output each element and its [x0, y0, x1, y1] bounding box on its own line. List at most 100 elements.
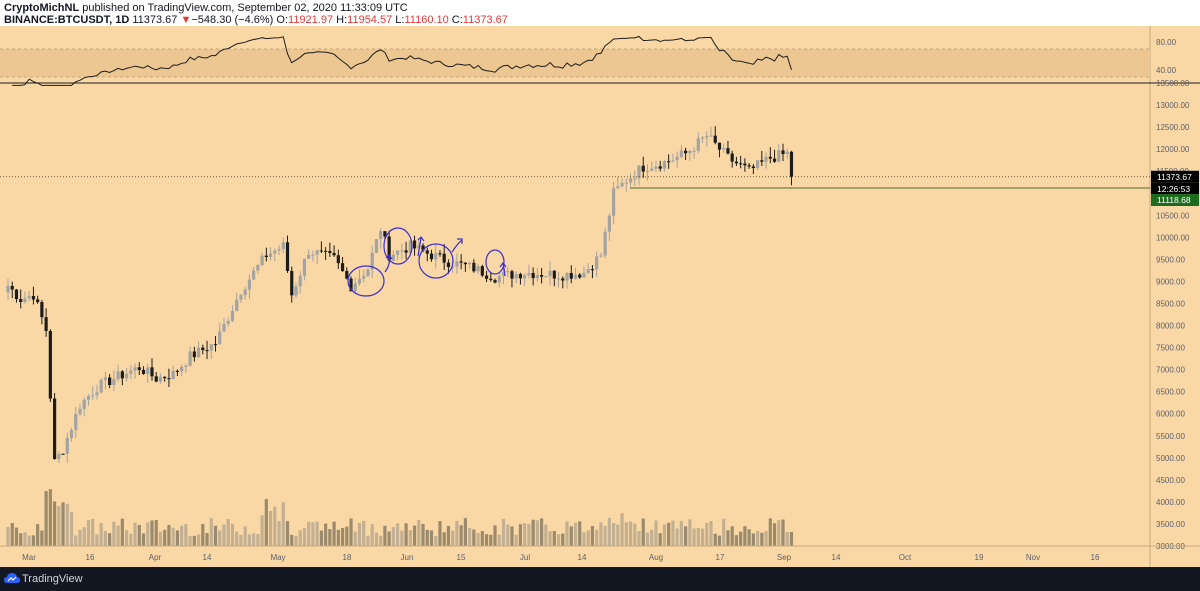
axis-background [1150, 26, 1200, 567]
rsi-tick-label: 80.00 [1156, 38, 1177, 47]
candle-body [628, 178, 633, 183]
candle-body [586, 269, 590, 273]
volume-bar [675, 528, 679, 546]
volume-bar [523, 523, 527, 546]
candle-body [772, 158, 777, 162]
publish-info: published on TradingView.com, September … [82, 2, 408, 14]
volume-bar [501, 518, 506, 546]
candle-body [27, 296, 31, 299]
volume-bar [548, 531, 552, 546]
volume-bar [612, 523, 616, 546]
volume-bar [544, 524, 548, 546]
candle-body [730, 153, 734, 162]
volume-bar [400, 530, 404, 546]
volume-bar [527, 524, 531, 546]
volume-bar [146, 522, 150, 546]
volume-bar [582, 532, 586, 546]
volume-bar [535, 520, 539, 546]
price-chart[interactable]: 13500.0013000.0012500.0012000.0011500.00… [0, 26, 1200, 567]
volume-bar [472, 529, 476, 546]
volume-bar [362, 520, 366, 546]
candle-body [222, 323, 226, 332]
candle-body [340, 263, 345, 272]
candle-body [540, 274, 544, 277]
candle-body [722, 148, 726, 150]
author-name[interactable]: CryptoMichNL [4, 2, 80, 14]
volume-bar [760, 532, 764, 546]
volume-bar [133, 522, 137, 546]
candle-body [252, 270, 256, 280]
price-axis[interactable]: 13500.0013000.0012500.0012000.0011500.00… [1151, 38, 1199, 551]
hand-drawn-annotations[interactable] [347, 227, 507, 297]
y-tick-label: 6500.00 [1156, 388, 1185, 397]
volume-bar [137, 525, 141, 546]
candle-body [146, 367, 150, 374]
symbol-label[interactable]: BINANCE:BTCUSDT, 1D [4, 14, 130, 26]
candle-body [112, 379, 116, 385]
volume-bar [218, 530, 222, 546]
volume-bar [150, 520, 154, 546]
candle-body [357, 278, 362, 284]
x-tick-label: 14 [578, 553, 587, 562]
horizontal-lines[interactable] [0, 82, 1150, 189]
candle-body [582, 272, 586, 278]
volume-bar [785, 531, 789, 546]
candle-body [590, 269, 595, 271]
candle-body [69, 429, 74, 438]
candle-body [336, 255, 340, 264]
volume-bar [540, 518, 544, 546]
x-tick-label: May [270, 553, 285, 562]
candle-body [425, 250, 429, 254]
time-axis[interactable]: Mar 16 Apr 14 May 18 Jun 15 Jul 14 Aug 17 Sep 14 Oct 19… [0, 545, 1200, 562]
candle-body [209, 344, 213, 351]
candlestick-series[interactable] [6, 126, 794, 463]
x-tick-label: Sep [777, 553, 792, 562]
x-tick-label: 16 [86, 553, 95, 562]
volume-bar [713, 533, 717, 546]
countdown-tag-label: 12:26:53 [1157, 184, 1190, 194]
candle-body [239, 294, 243, 300]
y-tick-label: 8500.00 [1156, 299, 1185, 308]
candle-body [675, 156, 679, 161]
candle-body [455, 261, 459, 267]
volume-bar [124, 529, 129, 546]
y-tick-label: 10000.00 [1156, 233, 1190, 242]
volume-bar [722, 518, 726, 546]
volume-bar [324, 523, 328, 546]
candle-body [345, 271, 349, 279]
tradingview-brand[interactable]: TradingView [22, 573, 83, 585]
candle-body [31, 296, 36, 300]
candle-body [366, 269, 370, 276]
rsi-band [0, 49, 1150, 77]
candle-body [535, 274, 539, 279]
volume-bar [480, 531, 484, 546]
volume-bar [590, 526, 595, 546]
candle-body [781, 150, 785, 155]
candle-body [10, 285, 14, 290]
y-tick-label: 9000.00 [1156, 277, 1185, 286]
volume-bar [171, 527, 175, 546]
volume-bar [455, 520, 459, 546]
volume-bar [446, 525, 451, 546]
volume-bar [671, 520, 675, 546]
publish-line: CryptoMichNL published on TradingView.co… [4, 2, 408, 14]
x-tick-label: 15 [457, 553, 466, 562]
volume-bar [273, 506, 277, 546]
volume-bar [730, 526, 734, 546]
tradingview-cloud-icon[interactable] [4, 572, 20, 584]
open-label: O: [276, 14, 289, 26]
candle-body [713, 135, 717, 143]
volume-bar [307, 521, 311, 546]
rsi-pane[interactable] [0, 35, 1200, 86]
high-label: H: [336, 14, 348, 26]
volume-bar [561, 533, 565, 546]
ohlc-line: BINANCE:BTCUSDT, 1D 11373.67 ▼−548.30 (−… [4, 14, 508, 26]
volume-bar [781, 519, 785, 546]
volume-bar [78, 529, 82, 546]
chart-background [0, 26, 1200, 567]
candle-body [645, 170, 650, 172]
volume-bar [442, 532, 446, 546]
candle-body [311, 254, 315, 256]
candle-body [565, 272, 569, 281]
candle-body [319, 250, 323, 252]
